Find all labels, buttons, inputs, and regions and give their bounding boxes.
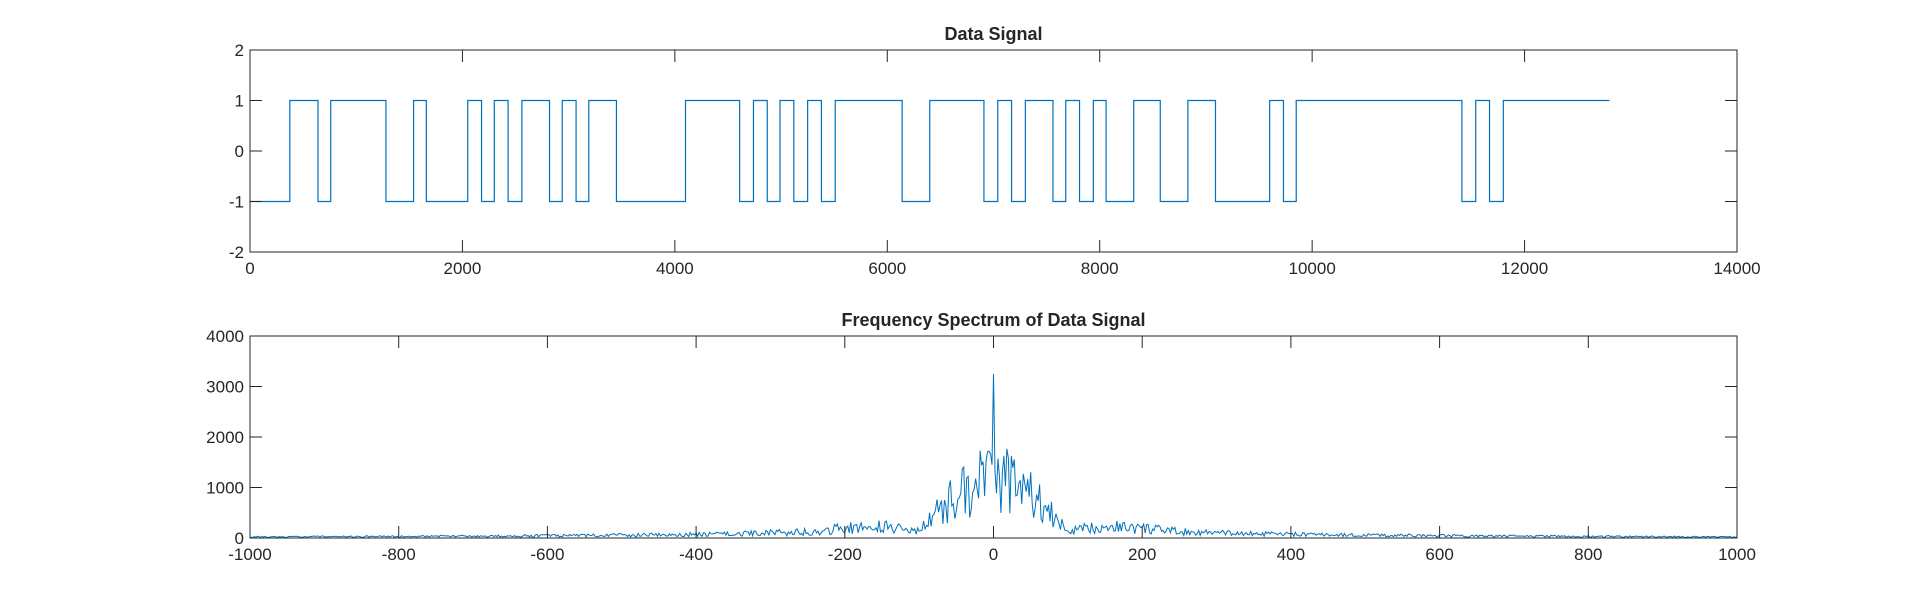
data-signal-ytick-label: 2 <box>235 41 244 60</box>
spectrum-xtick-label: -400 <box>679 545 713 564</box>
data-signal-xtick-label: 6000 <box>868 259 906 278</box>
spectrum-xtick-label: -800 <box>382 545 416 564</box>
spectrum-ytick-label: 4000 <box>206 327 244 346</box>
spectrum-axes: Frequency Spectrum of Data Signal -1000-… <box>206 310 1756 564</box>
data-signal-xtick-label: 8000 <box>1081 259 1119 278</box>
spectrum-xtick-label: 600 <box>1425 545 1453 564</box>
spectrum-axes-box <box>249 335 1738 539</box>
spectrum-ytick-label: 3000 <box>206 378 244 397</box>
spectrum-plot-area <box>250 336 1737 538</box>
spectrum-xtick-label: -1000 <box>228 545 271 564</box>
spectrum-xtick-label: -200 <box>828 545 862 564</box>
spectrum-ytick-label: 1000 <box>206 479 244 498</box>
spectrum-ytick-label: 2000 <box>206 428 244 447</box>
spectrum-xtick-label: -600 <box>530 545 564 564</box>
spectrum-ticks: -1000 -800 -600 -400 -200 0 200 400 600 800 1000 0 1… <box>206 327 1756 564</box>
data-signal-ticks: 0 2000 4000 6000 8000 10000 12000 14000 -2 -1 0 1 2 <box>229 41 1761 278</box>
spectrum-xtick-label: 800 <box>1574 545 1602 564</box>
spectrum-series <box>249 373 1738 539</box>
data-signal-ytick-label: 0 <box>235 142 244 161</box>
data-signal-ytick-label: -1 <box>229 193 244 212</box>
spectrum-xtick-label: 1000 <box>1718 545 1756 564</box>
data-signal-line <box>250 99 1610 203</box>
data-signal-title: Data Signal <box>944 24 1042 44</box>
data-signal-xtick-label: 2000 <box>444 259 482 278</box>
data-signal-axes: Data Signal 0 2000 4000 6000 8000 10000 12000 1… <box>229 24 1761 278</box>
data-signal-xtick-label: 10000 <box>1289 259 1336 278</box>
data-signal-xtick-label: 12000 <box>1501 259 1548 278</box>
data-signal-xtick-label: 4000 <box>656 259 694 278</box>
data-signal-xtick-label: 14000 <box>1713 259 1760 278</box>
data-signal-ytick-label: 1 <box>235 92 244 111</box>
spectrum-xtick-label: 0 <box>989 545 998 564</box>
spectrum-line <box>249 373 1738 539</box>
data-signal-ytick-label: -2 <box>229 243 244 262</box>
spectrum-xtick-label: 200 <box>1128 545 1156 564</box>
data-signal-axes-box <box>249 49 1738 253</box>
data-signal-series <box>250 99 1610 203</box>
spectrum-title: Frequency Spectrum of Data Signal <box>841 310 1145 330</box>
spectrum-ytick-label: 0 <box>235 529 244 548</box>
spectrum-xtick-label: 400 <box>1277 545 1305 564</box>
data-signal-xtick-label: 0 <box>245 259 254 278</box>
data-signal-plot-area <box>250 50 1737 252</box>
